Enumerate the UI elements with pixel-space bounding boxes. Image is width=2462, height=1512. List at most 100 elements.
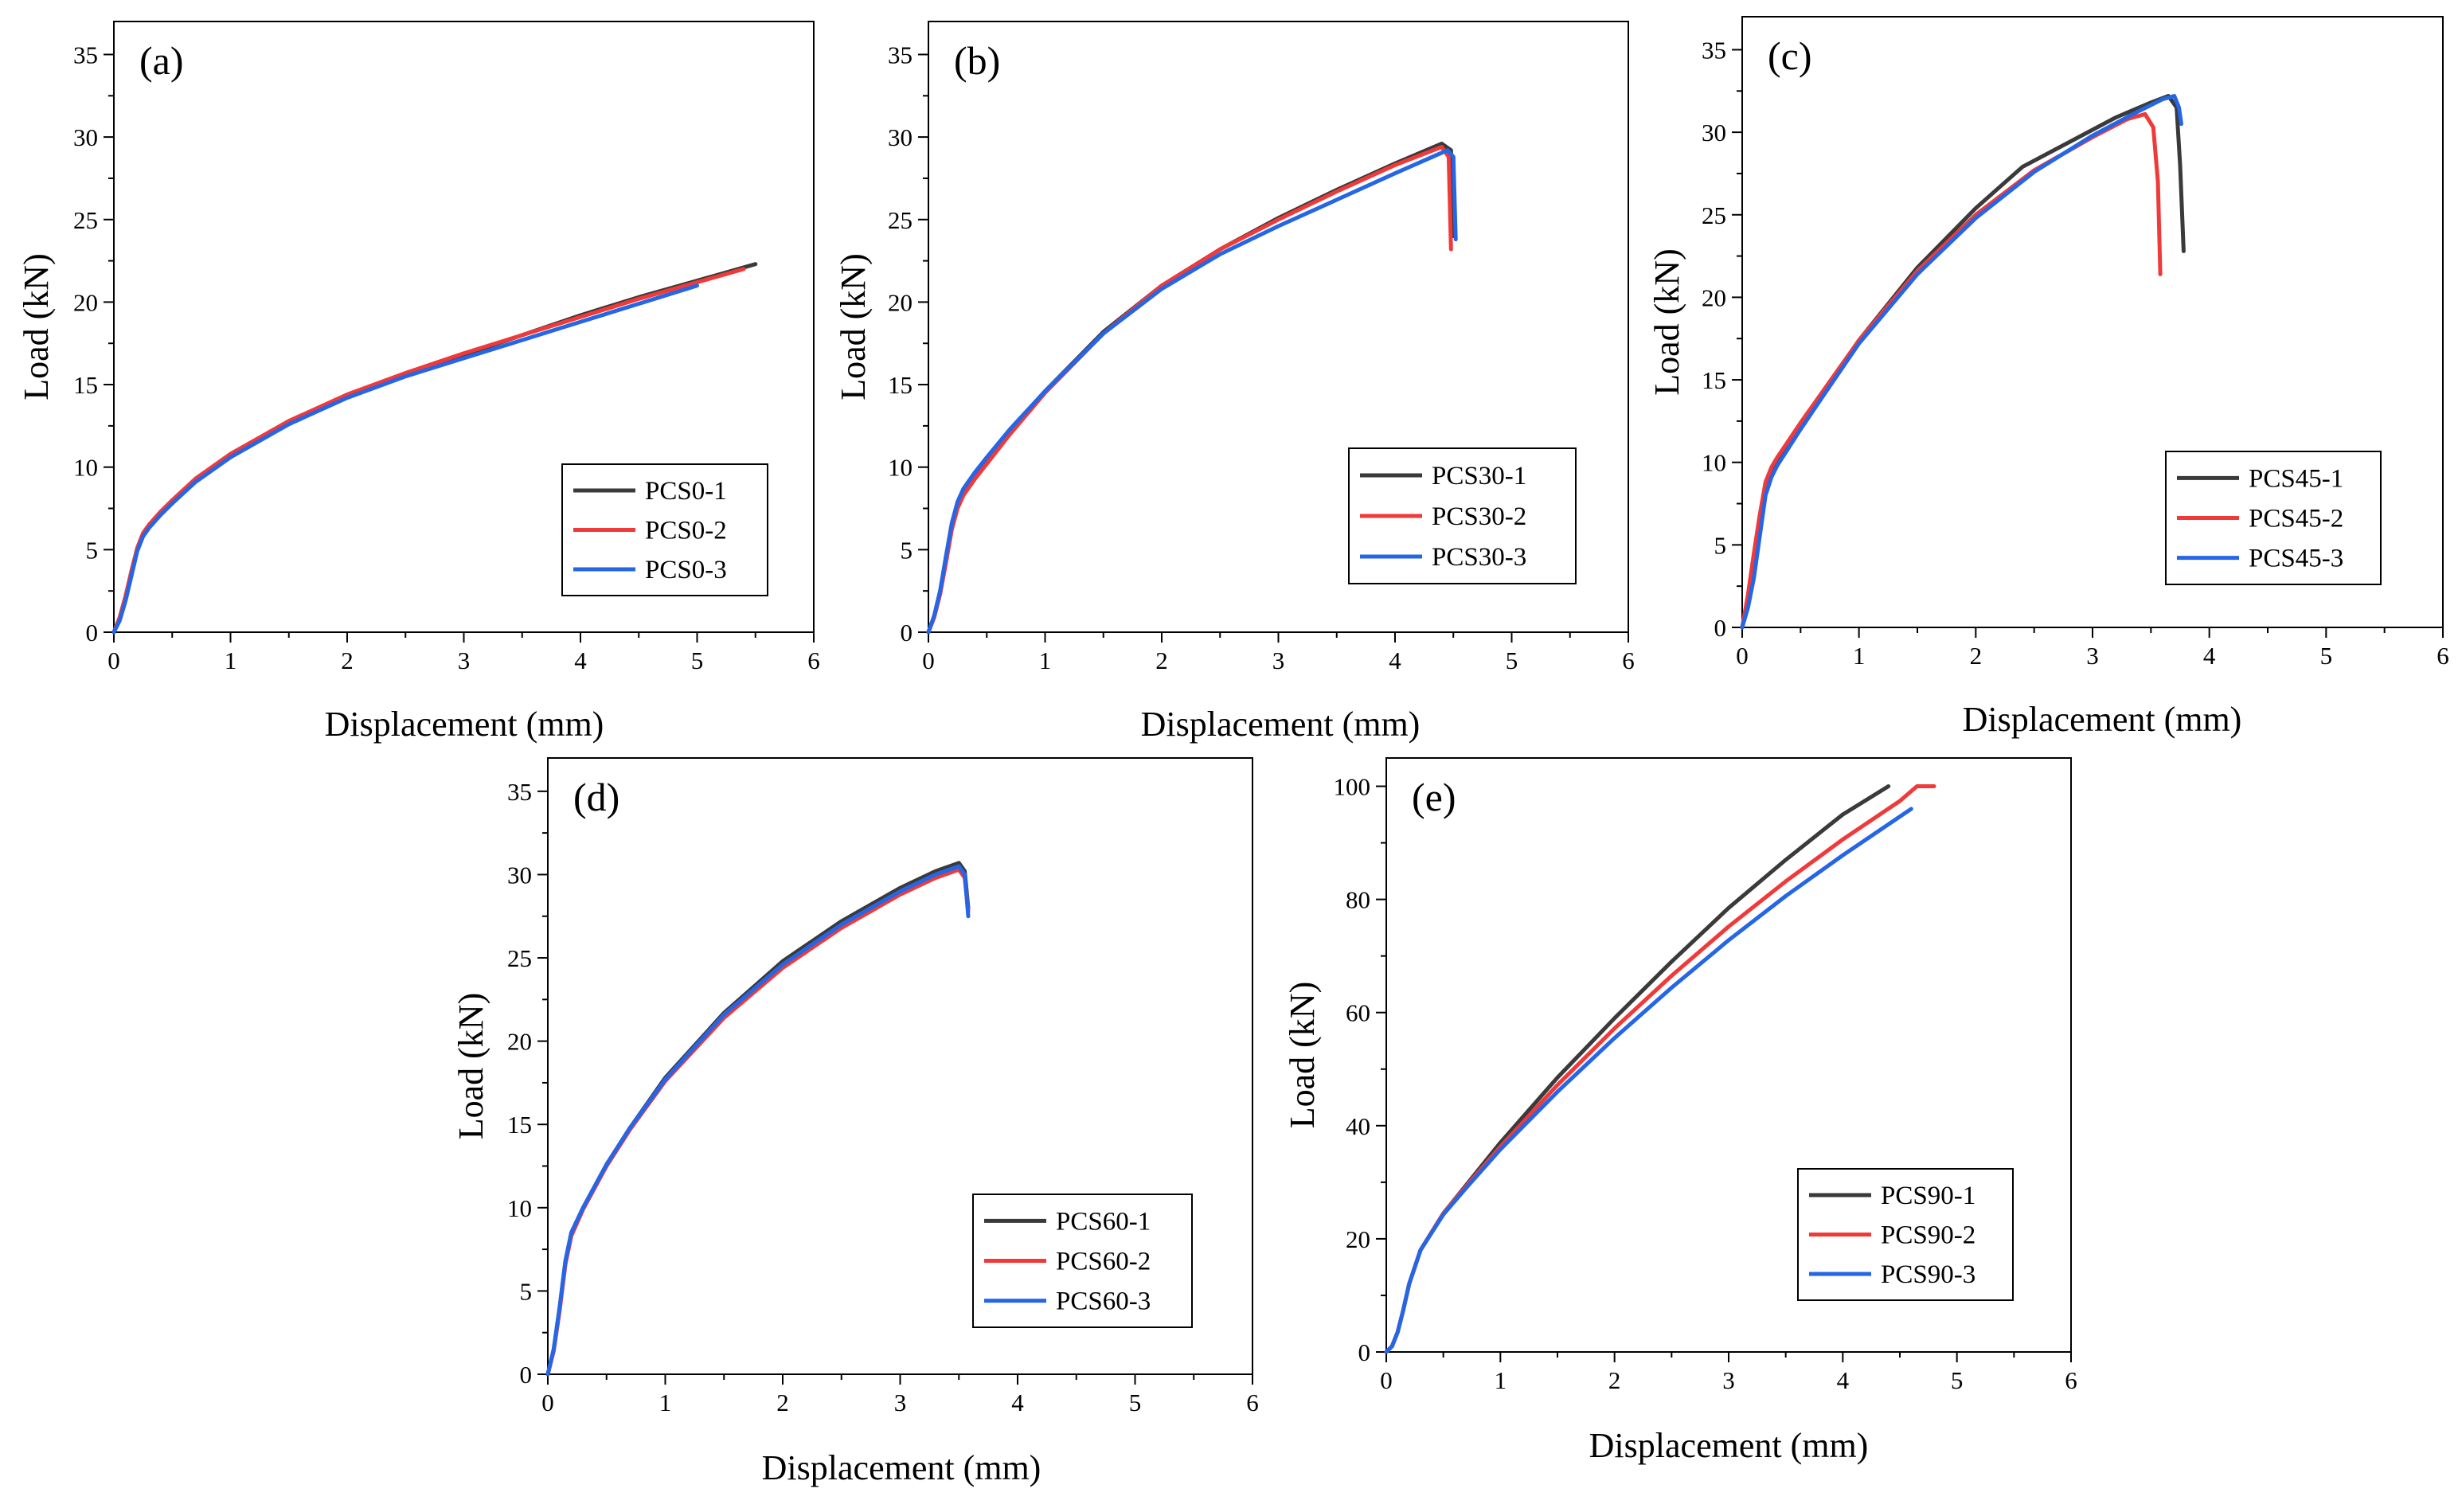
- x-tick-label: 0: [107, 647, 120, 674]
- y-tick-label: 10: [1702, 449, 1726, 477]
- x-tick-label: 4: [1011, 1389, 1024, 1416]
- series-line-pcs60-2: [545, 867, 971, 1377]
- y-tick-label: 60: [1346, 999, 1370, 1027]
- y-tick-label: 20: [1702, 283, 1726, 311]
- legend-label: PCS60-2: [1056, 1248, 1151, 1276]
- y-tick-label: 15: [1702, 366, 1726, 394]
- x-tick-label: 4: [574, 647, 587, 674]
- x-tick-label: 6: [807, 647, 820, 674]
- series-line-pcs45-3: [1740, 94, 2183, 630]
- x-tick-label: 0: [541, 1389, 554, 1416]
- y-tick-label: 25: [507, 944, 532, 972]
- y-tick-label: 0: [1358, 1338, 1371, 1366]
- panel-label: (a): [139, 38, 184, 83]
- x-axis-title: Displacement (mm): [1589, 1426, 1869, 1465]
- legend: PCS45-1 PCS45-2 PCS45-3: [2165, 451, 2382, 585]
- x-tick-label: 5: [1506, 647, 1518, 674]
- legend-label: PCS30-1: [1432, 462, 1526, 490]
- legend-label: PCS0-1: [645, 477, 727, 506]
- y-tick-label: 20: [888, 288, 913, 316]
- y-tick-label: 5: [1714, 531, 1727, 559]
- x-axis-title: Displacement (mm): [1141, 705, 1421, 744]
- x-tick-label: 5: [691, 647, 704, 674]
- y-tick-label: 35: [73, 41, 98, 68]
- x-tick-label: 0: [1736, 642, 1749, 670]
- x-tick-label: 5: [2320, 642, 2333, 670]
- y-axis-title: Load (kN): [834, 253, 873, 400]
- y-axis-title: Load (kN): [451, 993, 490, 1140]
- y-tick-label: 0: [1714, 614, 1727, 642]
- series-line-pcs60-3: [545, 864, 971, 1377]
- x-tick-label: 2: [1608, 1366, 1621, 1394]
- y-tick-label: 10: [507, 1194, 532, 1222]
- x-axis-title: Displacement (mm): [325, 705, 604, 744]
- chart-panel-d: 0 1 2 3 4 5 6 0 5 10 15 20 25 30 35 Displacement (mm) Lo…: [451, 757, 1259, 1487]
- y-tick-label: 15: [507, 1111, 532, 1139]
- panel-label: (b): [954, 38, 1000, 83]
- legend: PCS0-1 PCS0-2 PCS0-3: [561, 463, 768, 596]
- legend: PCS60-1 PCS60-2 PCS60-3: [972, 1194, 1193, 1328]
- legend-label: PCS45-3: [2249, 545, 2343, 573]
- legend-label: PCS60-3: [1056, 1287, 1151, 1316]
- x-tick-label: 0: [1380, 1366, 1393, 1394]
- panel-label: (d): [573, 775, 619, 819]
- x-tick-label: 1: [1039, 647, 1052, 674]
- x-tick-label: 5: [1951, 1366, 1964, 1394]
- y-tick-label: 30: [73, 123, 98, 151]
- legend-label: PCS0-3: [645, 556, 727, 584]
- x-tick-label: 1: [659, 1389, 672, 1416]
- y-tick-label: 0: [520, 1361, 533, 1389]
- x-tick-label: 4: [1837, 1366, 1850, 1394]
- chart-panel-b: 0 1 2 3 4 5 6 0 5 10 15 20 25 30 35 Displacement (mm) Lo…: [834, 21, 1635, 744]
- y-tick-label: 25: [888, 206, 913, 234]
- legend: PCS30-1 PCS30-2 PCS30-3: [1348, 447, 1577, 584]
- x-tick-label: 2: [776, 1389, 789, 1416]
- y-tick-label: 20: [507, 1028, 532, 1056]
- x-tick-label: 6: [1622, 647, 1635, 674]
- x-tick-label: 3: [458, 647, 471, 674]
- x-tick-label: 2: [1970, 642, 1983, 670]
- legend-label: PCS45-1: [2249, 464, 2343, 493]
- legend-label: PCS30-3: [1432, 543, 1526, 572]
- x-tick-label: 3: [1272, 647, 1285, 674]
- y-tick-label: 20: [1346, 1225, 1370, 1253]
- series-line-pcs45-1: [1740, 94, 2186, 630]
- y-tick-label: 35: [507, 778, 532, 806]
- y-tick-label: 15: [888, 371, 913, 399]
- series-line-pcs45-2: [1740, 111, 2163, 630]
- x-axis-title: Displacement (mm): [1963, 700, 2242, 739]
- y-tick-label: 15: [73, 371, 98, 399]
- panel-label: (e): [1412, 775, 1456, 819]
- panel-label: (c): [1768, 33, 1812, 78]
- y-tick-label: 5: [520, 1277, 533, 1305]
- y-tick-label: 30: [1702, 119, 1726, 147]
- x-tick-label: 3: [1722, 1366, 1735, 1394]
- chart-panel-a: 0 1 2 3 4 5 6 0 5 10 15 20 25 30 35 Displacement (mm) Lo…: [17, 21, 820, 744]
- y-tick-label: 35: [1702, 36, 1726, 64]
- x-tick-label: 5: [1129, 1389, 1142, 1416]
- x-tick-label: 2: [341, 647, 354, 674]
- chart-panel-c: 0 1 2 3 4 5 6 0 5 10 15 20 25 30 35 Displacement (mm) Lo…: [1647, 16, 2449, 739]
- y-tick-label: 30: [888, 123, 913, 151]
- x-tick-label: 2: [1155, 647, 1168, 674]
- legend-label: PCS90-3: [1881, 1260, 1975, 1289]
- legend-label: PCS0-2: [645, 517, 727, 545]
- legend-label: PCS30-2: [1432, 502, 1526, 531]
- series-line-pcs60-1: [545, 861, 971, 1377]
- x-tick-label: 6: [1246, 1389, 1259, 1416]
- y-tick-label: 20: [73, 288, 98, 316]
- y-axis-title: Load (kN): [1647, 248, 1686, 396]
- y-tick-label: 35: [888, 41, 913, 68]
- series-line-pcs0-3: [111, 283, 699, 635]
- y-tick-label: 0: [901, 619, 913, 647]
- y-tick-label: 25: [73, 206, 98, 234]
- series-line-pcs30-3: [926, 148, 1458, 635]
- x-tick-label: 3: [2086, 642, 2099, 670]
- legend-label: PCS90-2: [1881, 1221, 1975, 1250]
- x-tick-label: 1: [1853, 642, 1866, 670]
- legend-label: PCS60-1: [1056, 1207, 1151, 1236]
- x-tick-label: 3: [894, 1389, 907, 1416]
- y-tick-label: 25: [1702, 201, 1726, 229]
- series-line-pcs90-3: [1384, 807, 1913, 1354]
